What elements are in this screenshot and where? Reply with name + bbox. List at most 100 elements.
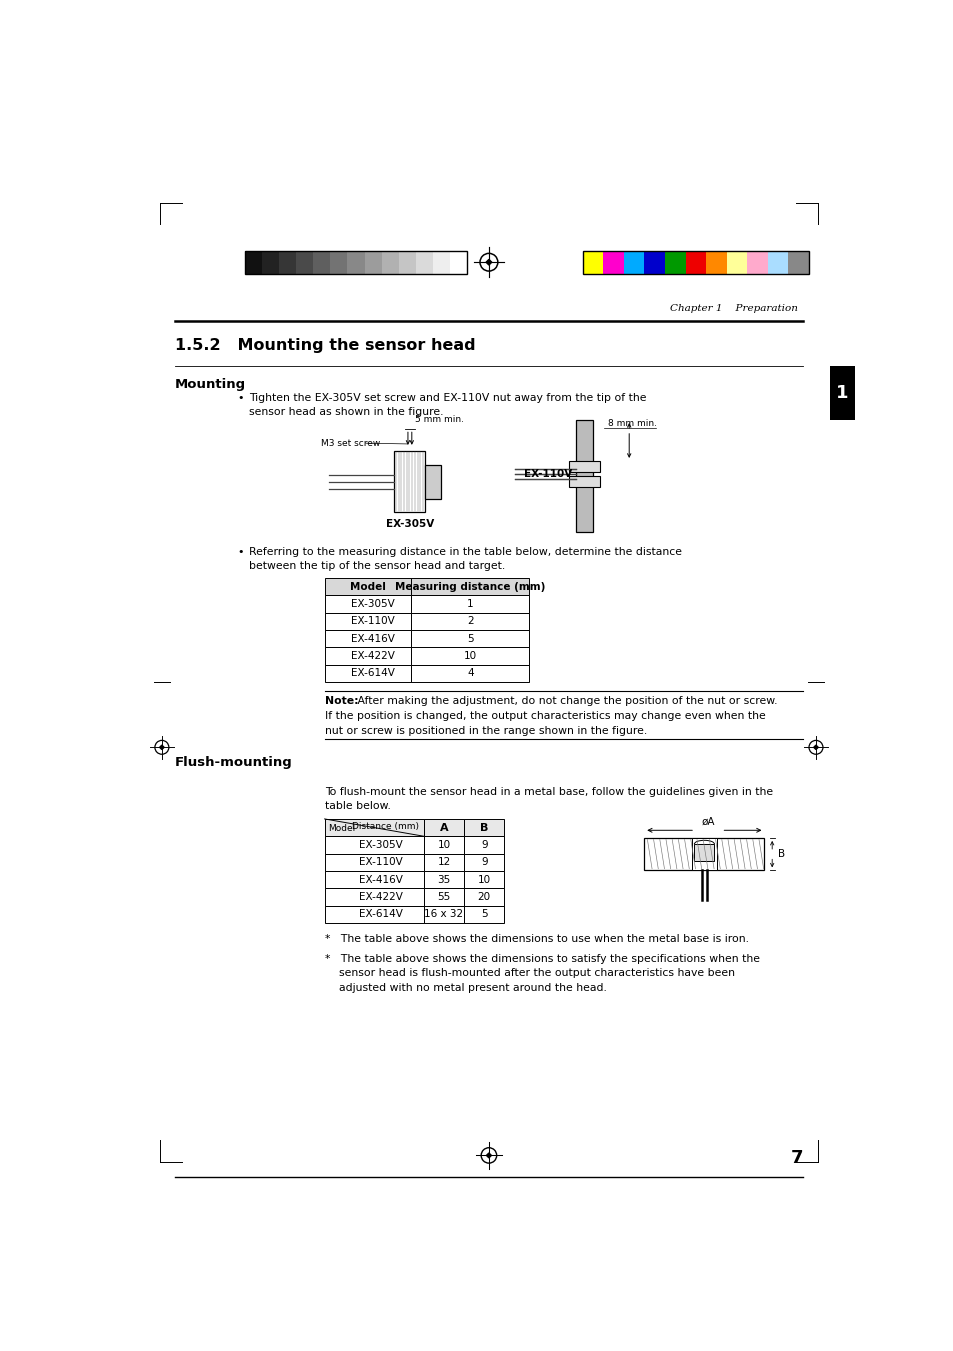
Text: Distance (mm): Distance (mm) (352, 821, 418, 831)
Text: 7: 7 (789, 1148, 802, 1167)
Text: *   The table above shows the dimensions to satisfy the specifications when the: * The table above shows the dimensions t… (324, 954, 759, 963)
Text: nut or screw is positioned in the range shown in the figure.: nut or screw is positioned in the range … (324, 725, 646, 736)
Polygon shape (486, 1152, 491, 1158)
Text: EX-110V: EX-110V (359, 858, 403, 867)
Bar (464, 888, 504, 905)
Text: 10: 10 (477, 874, 491, 885)
Bar (416, 251, 433, 274)
Text: 10: 10 (463, 651, 476, 661)
Text: 1: 1 (467, 598, 473, 609)
Bar (324, 596, 411, 612)
Bar (324, 905, 423, 923)
Bar (423, 905, 464, 923)
Text: Measuring distance (mm): Measuring distance (mm) (395, 581, 545, 592)
Bar (602, 251, 623, 274)
Text: Referring to the measuring distance in the table below, determine the distance: Referring to the measuring distance in t… (249, 547, 681, 557)
Text: EX-110V: EX-110V (523, 469, 571, 480)
Bar (643, 251, 664, 274)
Bar (726, 251, 746, 274)
Text: 20: 20 (477, 892, 491, 902)
Text: If the position is changed, the output characteristics may change even when the: If the position is changed, the output c… (324, 711, 764, 721)
Text: Model: Model (350, 581, 386, 592)
Text: 16 x 32: 16 x 32 (424, 909, 463, 919)
Text: 1: 1 (835, 384, 847, 403)
Bar (464, 836, 504, 854)
Bar (423, 871, 464, 888)
Text: M3 set screw: M3 set screw (320, 439, 379, 447)
Bar (691, 838, 716, 870)
Bar (568, 461, 599, 471)
Bar (324, 647, 411, 665)
Bar (411, 647, 529, 665)
Bar (425, 465, 440, 499)
Bar (364, 251, 381, 274)
Text: To flush-mount the sensor head in a metal base, follow the guidelines given in t: To flush-mount the sensor head in a meta… (324, 786, 772, 797)
Bar (324, 630, 411, 647)
Bar (694, 844, 714, 861)
Text: 5 mm min.: 5 mm min. (415, 415, 464, 424)
Text: 5: 5 (480, 909, 487, 919)
Polygon shape (159, 746, 164, 750)
Text: øA: øA (700, 816, 714, 827)
Bar (411, 578, 529, 596)
Text: •: • (236, 547, 243, 557)
Text: B: B (777, 850, 784, 859)
Bar (450, 251, 467, 274)
Text: 5: 5 (467, 634, 473, 643)
Bar (324, 819, 423, 836)
Bar (324, 578, 411, 596)
Text: 4: 4 (467, 669, 473, 678)
Bar (411, 596, 529, 612)
Bar (423, 836, 464, 854)
Text: EX-614V: EX-614V (359, 909, 403, 919)
Text: After making the adjustment, do not change the position of the nut or screw.: After making the adjustment, do not chan… (354, 697, 777, 707)
Bar (411, 630, 529, 647)
Text: 55: 55 (436, 892, 450, 902)
Bar (433, 251, 450, 274)
Bar (398, 251, 416, 274)
Text: Chapter 1    Preparation: Chapter 1 Preparation (669, 304, 797, 313)
Bar (324, 612, 411, 630)
Text: Flush-mounting: Flush-mounting (174, 755, 293, 769)
Text: B: B (479, 823, 488, 832)
Bar (423, 819, 464, 836)
Bar (464, 854, 504, 871)
Bar (746, 251, 767, 274)
Bar (464, 819, 504, 836)
Bar (245, 251, 262, 274)
Text: table below.: table below. (324, 801, 390, 811)
Bar (464, 871, 504, 888)
Bar (411, 612, 529, 630)
Bar (568, 477, 599, 488)
Text: EX-110V: EX-110V (351, 616, 394, 627)
Bar (381, 251, 398, 274)
Text: 2: 2 (467, 616, 473, 627)
Text: 9: 9 (480, 858, 487, 867)
Text: sensor head is flush-mounted after the output characteristics have been: sensor head is flush-mounted after the o… (338, 969, 734, 978)
Text: 1.5.2   Mounting the sensor head: 1.5.2 Mounting the sensor head (174, 338, 476, 353)
Text: EX-416V: EX-416V (351, 634, 395, 643)
Text: 10: 10 (437, 840, 450, 850)
Polygon shape (813, 746, 818, 750)
Bar (324, 665, 411, 682)
Bar (313, 251, 330, 274)
Text: 8 mm min.: 8 mm min. (607, 419, 656, 428)
Text: sensor head as shown in the figure.: sensor head as shown in the figure. (249, 408, 443, 417)
Text: adjusted with no metal present around the head.: adjusted with no metal present around th… (338, 984, 606, 993)
Bar (582, 251, 808, 274)
Bar (664, 251, 685, 274)
Bar (767, 251, 787, 274)
Text: *   The table above shows the dimensions to use when the metal base is iron.: * The table above shows the dimensions t… (324, 935, 748, 944)
Bar (423, 854, 464, 871)
Bar (582, 251, 602, 274)
Bar (623, 251, 643, 274)
Bar (262, 251, 278, 274)
Bar (324, 836, 423, 854)
Text: •: • (236, 393, 243, 403)
Text: 35: 35 (436, 874, 450, 885)
Polygon shape (486, 259, 491, 265)
Text: A: A (439, 823, 448, 832)
Text: EX-305V: EX-305V (351, 598, 394, 609)
Bar (278, 251, 295, 274)
Bar (324, 854, 423, 871)
